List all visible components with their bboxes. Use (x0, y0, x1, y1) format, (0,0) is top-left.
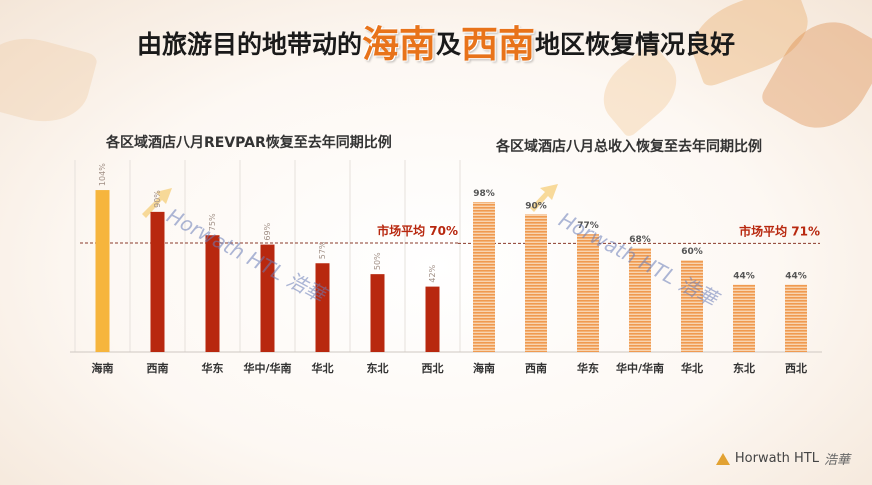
right-arrow-icon (530, 184, 558, 212)
left-value-label: 50% (373, 252, 382, 270)
right-bar (733, 284, 755, 352)
right-category-label: 海南 (473, 361, 495, 375)
left-value-label: 75% (208, 213, 217, 231)
right-bar (473, 202, 495, 352)
right-value-label: 77% (577, 221, 599, 231)
right-value-label: 98% (473, 189, 495, 199)
left-bar (425, 286, 440, 352)
right-value-label: 90% (525, 201, 547, 211)
right-value-label: 60% (681, 247, 703, 257)
left-bar (95, 190, 110, 352)
left-arrow-icon (142, 188, 172, 218)
left-bar (150, 211, 165, 352)
left-value-label: 57% (318, 241, 327, 259)
title-highlight-southwest: 西南 (461, 23, 535, 66)
title-suffix: 地区恢复情况良好 (535, 30, 736, 59)
right-value-label: 44% (733, 272, 755, 282)
left-bar (205, 235, 220, 352)
page-title: 由旅游目的地带动的海南及西南地区恢复情况良好 (0, 14, 872, 68)
title-mid: 及 (435, 30, 461, 59)
right-bar (629, 247, 651, 352)
left-bar (315, 263, 330, 352)
right-category-label: 华中/华南 (616, 361, 664, 375)
left-value-label: 42% (428, 264, 437, 282)
horwath-logo: Horwath HTL 浩華 (715, 449, 850, 468)
logo-cn: 浩華 (823, 453, 850, 468)
right-bar (525, 214, 547, 352)
left-average-label: 市场平均 70% (377, 223, 458, 238)
left-value-label: 104% (98, 163, 107, 186)
left-category-label: 东北 (367, 361, 389, 375)
left-category-label: 海南 (92, 361, 114, 375)
left-category-label: 西南 (147, 361, 169, 375)
title-highlight-hainan: 海南 (361, 23, 436, 66)
triangle-logo-icon (715, 452, 730, 465)
right-value-label: 68% (629, 235, 651, 245)
left-chart-title: 各区域酒店八月REVPAR恢复至去年同期比例 (106, 135, 392, 151)
right-category-label: 华北 (681, 361, 703, 375)
right-category-label: 西北 (785, 361, 807, 375)
left-value-label: 69% (263, 222, 272, 240)
right-category-label: 西南 (525, 361, 547, 375)
right-chart-title: 各区域酒店八月总收入恢复至去年同期比例 (496, 139, 762, 155)
left-category-label: 华北 (312, 361, 334, 375)
title-prefix: 由旅游目的地带动的 (136, 30, 362, 59)
left-value-label: 90% (153, 190, 162, 208)
right-bar (785, 284, 807, 352)
left-category-label: 华中/华南 (243, 361, 291, 375)
left-category-label: 华东 (202, 361, 224, 375)
right-category-label: 东北 (733, 361, 755, 375)
right-value-label: 44% (785, 272, 807, 282)
right-bar (577, 234, 599, 352)
left-category-label: 西北 (422, 361, 444, 375)
left-bar (370, 274, 385, 352)
logo-text: Horwath HTL (734, 451, 819, 466)
left-bar (260, 244, 275, 352)
right-bar (681, 260, 703, 352)
right-average-label: 市场平均 71% (739, 223, 820, 238)
right-category-label: 华东 (577, 361, 599, 375)
